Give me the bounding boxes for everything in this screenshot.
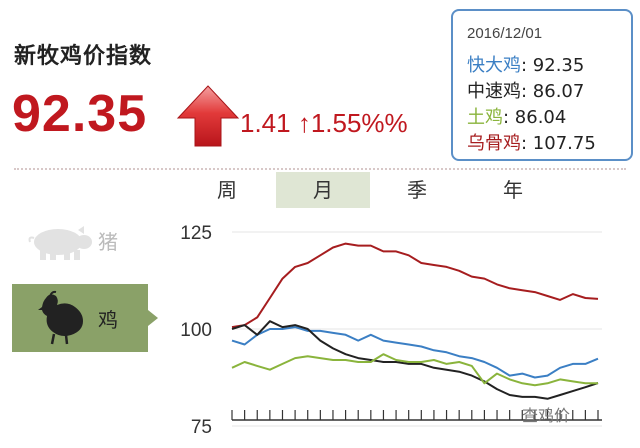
tooltip-row: 土鸡: 86.04 <box>467 103 566 129</box>
period-tabs: 周 月 季 年 <box>180 172 560 208</box>
index-value: 92.35 <box>12 85 148 143</box>
series-value: : 86.04 <box>503 107 567 128</box>
series-line <box>231 320 599 400</box>
chicken-icon <box>38 290 83 345</box>
tooltip-row: 乌骨鸡: 107.75 <box>467 129 596 155</box>
series-name: 乌骨鸡 <box>467 133 521 154</box>
series-line <box>231 242 599 329</box>
series-line <box>231 326 599 379</box>
tooltip-box: 2016/12/01 快大鸡: 92.35 中速鸡: 86.07 土鸡: 86.… <box>451 9 633 161</box>
change-text: 1.41 ↑1.55%% <box>240 108 408 138</box>
tab-month[interactable]: 月 <box>276 172 370 208</box>
tab-quarter[interactable]: 季 <box>407 178 427 202</box>
tooltip-row: 快大鸡: 92.35 <box>467 51 584 77</box>
watermark: 查鸡价 <box>522 406 571 425</box>
price-line-chart: 125 100 75 <box>180 223 602 438</box>
series-name: 土鸡 <box>467 107 503 128</box>
sidebar-item-label: 鸡 <box>98 308 118 332</box>
series-value: : 107.75 <box>521 133 596 154</box>
y-tick-label: 75 <box>191 417 212 438</box>
series-name: 中速鸡 <box>467 81 521 102</box>
series-value: : 92.35 <box>521 55 585 76</box>
series-value: : 86.07 <box>521 81 585 102</box>
y-tick-label: 125 <box>180 223 212 244</box>
series-name: 快大鸡 <box>467 55 521 76</box>
tooltip-date: 2016/12/01 <box>467 25 543 42</box>
pig-icon <box>28 226 92 260</box>
sidebar-item-chicken[interactable]: 鸡 <box>12 284 158 352</box>
page-title: 新牧鸡价指数 <box>14 44 153 69</box>
up-arrow-icon <box>176 85 240 147</box>
sidebar-item-pig[interactable]: 猪 <box>24 218 154 268</box>
y-tick-label: 100 <box>180 320 212 341</box>
series-line <box>231 353 599 387</box>
tab-week[interactable]: 周 <box>217 178 237 202</box>
tooltip-row: 中速鸡: 86.07 <box>467 77 584 103</box>
tab-year[interactable]: 年 <box>503 178 523 202</box>
divider <box>14 168 626 170</box>
sidebar-item-label: 猪 <box>98 230 118 254</box>
